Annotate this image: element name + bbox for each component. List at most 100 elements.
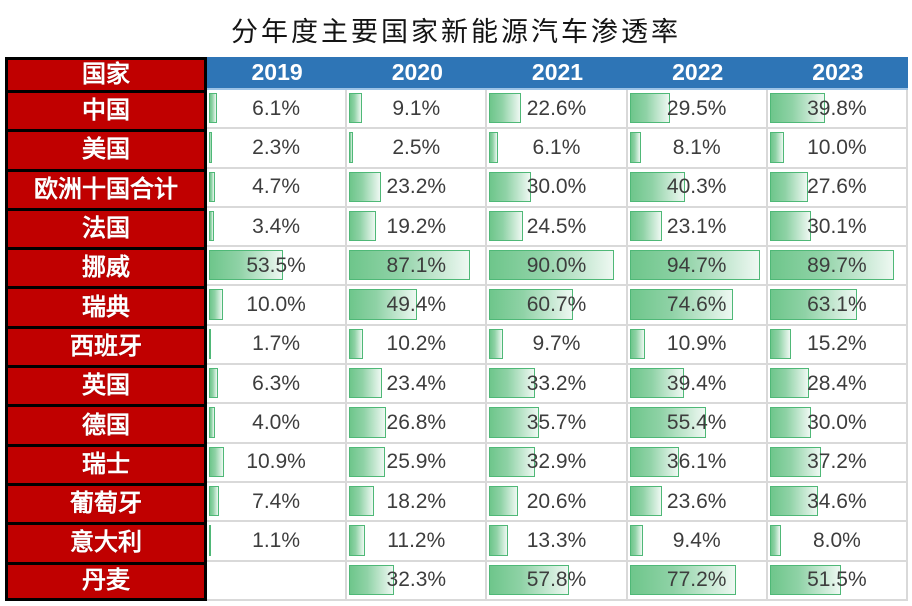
cell-英国-2021[interactable]: 33.2% xyxy=(487,365,628,405)
cell-挪威-2020[interactable]: 87.1% xyxy=(347,247,488,287)
cell-丹麦-2023[interactable]: 51.5% xyxy=(767,561,908,601)
cell-西班牙-2020[interactable]: 10.2% xyxy=(347,325,488,366)
cell-value: 60.7% xyxy=(526,293,587,317)
cell-瑞典-2022[interactable]: 74.6% xyxy=(627,286,768,326)
year-header-2019[interactable]: 2019 xyxy=(207,57,348,90)
cell-中国-2020[interactable]: 9.1% xyxy=(347,90,488,130)
year-header-2023[interactable]: 2023 xyxy=(767,57,908,90)
cell-意大利-2020[interactable]: 11.2% xyxy=(347,522,488,562)
cell-法国-2019[interactable]: 3.4% xyxy=(207,207,348,248)
cell-美国-2019[interactable]: 2.3% xyxy=(207,129,348,169)
cell-法国-2020[interactable]: 19.2% xyxy=(347,207,488,248)
cell-瑞士-2022[interactable]: 36.1% xyxy=(627,443,768,483)
cell-西班牙-2021[interactable]: 9.7% xyxy=(487,325,628,366)
corner-header-country[interactable]: 国家 xyxy=(5,57,207,90)
cell-value: 8.0% xyxy=(812,528,861,552)
cell-中国-2019[interactable]: 6.1% xyxy=(207,90,348,130)
row-header-德国[interactable]: 德国 xyxy=(5,404,207,444)
cell-丹麦-2019[interactable] xyxy=(207,561,348,601)
cell-欧洲十国合计-2022[interactable]: 40.3% xyxy=(627,168,768,208)
cell-英国-2020[interactable]: 23.4% xyxy=(347,365,488,405)
cell-意大利-2022[interactable]: 9.4% xyxy=(627,522,768,562)
data-bar xyxy=(349,250,470,281)
cell-葡萄牙-2019[interactable]: 7.4% xyxy=(207,482,348,523)
cell-法国-2023[interactable]: 30.1% xyxy=(767,207,908,248)
data-bar xyxy=(489,250,614,281)
cell-挪威-2023[interactable]: 89.7% xyxy=(767,247,908,287)
row-header-瑞士[interactable]: 瑞士 xyxy=(5,443,207,483)
cell-英国-2019[interactable]: 6.3% xyxy=(207,365,348,405)
cell-葡萄牙-2022[interactable]: 23.6% xyxy=(627,482,768,523)
cell-中国-2023[interactable]: 39.8% xyxy=(767,90,908,130)
row-header-意大利[interactable]: 意大利 xyxy=(5,522,207,562)
cell-美国-2022[interactable]: 8.1% xyxy=(627,129,768,169)
cell-德国-2020[interactable]: 26.8% xyxy=(347,404,488,444)
cell-丹麦-2021[interactable]: 57.8% xyxy=(487,561,628,601)
row-header-瑞典[interactable]: 瑞典 xyxy=(5,286,207,326)
cell-德国-2021[interactable]: 35.7% xyxy=(487,404,628,444)
cell-中国-2022[interactable]: 29.5% xyxy=(627,90,768,130)
cell-value: 1.1% xyxy=(252,528,301,552)
row-header-欧洲十国合计[interactable]: 欧洲十国合计 xyxy=(5,168,207,208)
cell-瑞典-2023[interactable]: 63.1% xyxy=(767,286,908,326)
cell-德国-2019[interactable]: 4.0% xyxy=(207,404,348,444)
cell-德国-2022[interactable]: 55.4% xyxy=(627,404,768,444)
row-header-英国[interactable]: 英国 xyxy=(5,365,207,405)
cell-西班牙-2022[interactable]: 10.9% xyxy=(627,325,768,366)
cell-丹麦-2020[interactable]: 32.3% xyxy=(347,561,488,601)
cell-西班牙-2019[interactable]: 1.7% xyxy=(207,325,348,366)
cell-葡萄牙-2023[interactable]: 34.6% xyxy=(767,482,908,523)
row-header-中国[interactable]: 中国 xyxy=(5,90,207,130)
cell-葡萄牙-2021[interactable]: 20.6% xyxy=(487,482,628,523)
year-header-2022[interactable]: 2022 xyxy=(627,57,768,90)
cell-中国-2021[interactable]: 22.6% xyxy=(487,90,628,130)
cell-欧洲十国合计-2020[interactable]: 23.2% xyxy=(347,168,488,208)
cell-value: 2.3% xyxy=(252,135,301,159)
cell-英国-2023[interactable]: 28.4% xyxy=(767,365,908,405)
cell-瑞典-2019[interactable]: 10.0% xyxy=(207,286,348,326)
data-bar xyxy=(769,210,812,242)
cell-美国-2023[interactable]: 10.0% xyxy=(767,129,908,169)
cell-意大利-2019[interactable]: 1.1% xyxy=(207,522,348,562)
cell-美国-2020[interactable]: 2.5% xyxy=(347,129,488,169)
cell-葡萄牙-2020[interactable]: 18.2% xyxy=(347,482,488,523)
cell-value: 6.1% xyxy=(532,135,581,159)
cell-value: 25.9% xyxy=(386,450,447,474)
row-header-西班牙[interactable]: 西班牙 xyxy=(5,325,207,366)
cell-欧洲十国合计-2023[interactable]: 27.6% xyxy=(767,168,908,208)
cell-丹麦-2022[interactable]: 77.2% xyxy=(627,561,768,601)
row-header-挪威[interactable]: 挪威 xyxy=(5,247,207,287)
cell-瑞士-2023[interactable]: 37.2% xyxy=(767,443,908,483)
cell-瑞士-2020[interactable]: 25.9% xyxy=(347,443,488,483)
row-header-美国[interactable]: 美国 xyxy=(5,129,207,169)
cell-value: 32.9% xyxy=(526,450,587,474)
cell-瑞士-2021[interactable]: 32.9% xyxy=(487,443,628,483)
cell-美国-2021[interactable]: 6.1% xyxy=(487,129,628,169)
cell-挪威-2022[interactable]: 94.7% xyxy=(627,247,768,287)
cell-挪威-2021[interactable]: 90.0% xyxy=(487,247,628,287)
data-bar xyxy=(489,485,518,517)
row-header-葡萄牙[interactable]: 葡萄牙 xyxy=(5,482,207,523)
cell-英国-2022[interactable]: 39.4% xyxy=(627,365,768,405)
cell-西班牙-2023[interactable]: 15.2% xyxy=(767,325,908,366)
cell-意大利-2021[interactable]: 13.3% xyxy=(487,522,628,562)
cell-value: 3.4% xyxy=(252,214,301,238)
row-header-法国[interactable]: 法国 xyxy=(5,207,207,248)
cell-欧洲十国合计-2019[interactable]: 4.7% xyxy=(207,168,348,208)
cell-value: 87.1% xyxy=(386,253,447,277)
row-header-丹麦[interactable]: 丹麦 xyxy=(5,561,207,601)
cell-瑞典-2021[interactable]: 60.7% xyxy=(487,286,628,326)
cell-德国-2023[interactable]: 30.0% xyxy=(767,404,908,444)
cell-瑞士-2019[interactable]: 10.9% xyxy=(207,443,348,483)
cell-法国-2022[interactable]: 23.1% xyxy=(627,207,768,248)
cell-法国-2021[interactable]: 24.5% xyxy=(487,207,628,248)
data-bar xyxy=(349,328,364,360)
year-header-2021[interactable]: 2021 xyxy=(487,57,628,90)
cell-挪威-2019[interactable]: 53.5% xyxy=(207,247,348,287)
data-bar xyxy=(769,407,812,438)
cell-value: 1.7% xyxy=(252,332,301,356)
cell-瑞典-2020[interactable]: 49.4% xyxy=(347,286,488,326)
cell-意大利-2023[interactable]: 8.0% xyxy=(767,522,908,562)
year-header-2020[interactable]: 2020 xyxy=(347,57,488,90)
cell-欧洲十国合计-2021[interactable]: 30.0% xyxy=(487,168,628,208)
